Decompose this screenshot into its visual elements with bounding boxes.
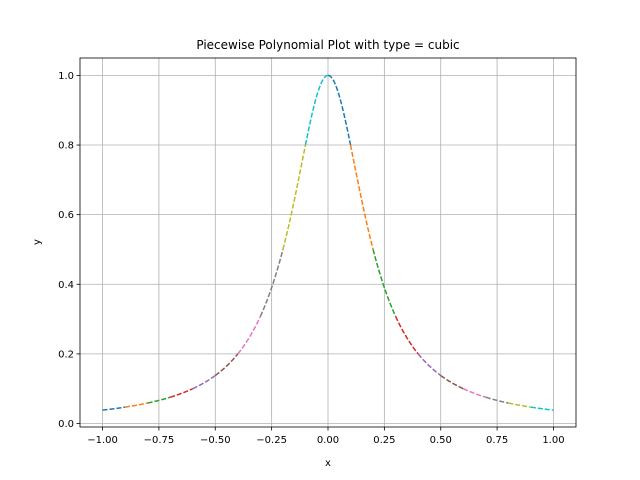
y-tick-label: 0.4 (58, 280, 74, 291)
y-tick-label: 0.0 (58, 419, 74, 430)
x-tick-label: −0.25 (256, 435, 287, 446)
y-ticks: 0.0 0.2 0.4 0.6 0.8 1.0 (58, 71, 80, 430)
y-tick-label: 0.8 (58, 141, 74, 152)
x-tick-label: 0.00 (317, 435, 339, 446)
series-segment-19 (530, 406, 554, 411)
series-segment-3 (169, 388, 194, 398)
chart-title: Piecewise Polynomial Plot with type = cu… (196, 38, 459, 52)
y-tick-label: 0.2 (58, 349, 74, 360)
y-tick-label: 0.6 (58, 210, 74, 221)
x-tick-label: −0.75 (144, 435, 175, 446)
series-segment-15 (440, 374, 464, 390)
x-tick-label: −0.50 (200, 435, 231, 446)
series-segment-18 (508, 402, 532, 408)
series-segment-7 (259, 249, 284, 317)
series-segment-4 (192, 374, 216, 390)
y-axis-label: y (32, 239, 43, 245)
x-tick-label: 0.25 (373, 435, 395, 446)
series-segment-6 (237, 316, 262, 355)
series-segment-14 (417, 353, 442, 377)
series-segment-0 (102, 406, 126, 411)
series-segment-1 (124, 402, 148, 408)
series-segment-8 (282, 144, 307, 250)
series-segment-11 (349, 144, 374, 250)
y-tick-label: 1.0 (58, 71, 74, 82)
series-segment-12 (372, 249, 397, 317)
series-segment-10 (327, 74, 352, 146)
x-tick-label: 1.00 (542, 435, 564, 446)
x-tick-label: 0.50 (430, 435, 452, 446)
x-tick-label: 0.75 (486, 435, 508, 446)
x-tick-label: −1.00 (87, 435, 118, 446)
series-segment-16 (462, 388, 487, 398)
series-segment-17 (485, 396, 509, 404)
x-ticks: −1.00 −0.75 −0.50 −0.25 0.00 0.25 0.50 0.75 1.00 (87, 427, 565, 446)
x-axis-label: x (325, 458, 331, 469)
series-segment-2 (147, 396, 171, 404)
series-segment-5 (214, 353, 239, 377)
series-segment-13 (394, 316, 419, 355)
series-segment-9 (304, 74, 329, 146)
series-group (102, 74, 554, 411)
grid (80, 58, 576, 427)
